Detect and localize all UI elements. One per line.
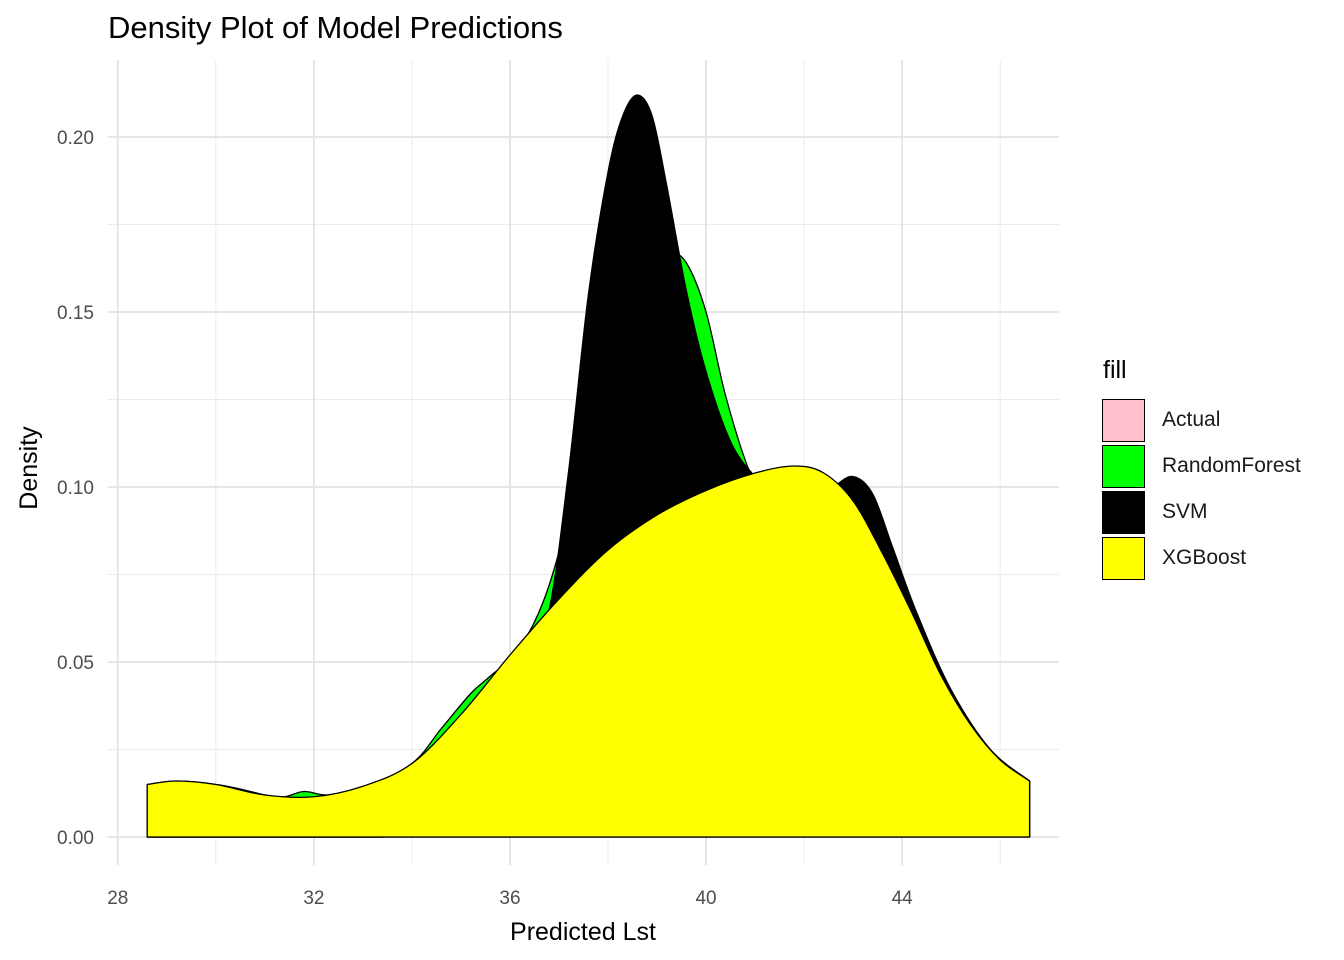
density-areas	[146, 94, 1031, 838]
x-axis-ticks: 28 32 36 40 44	[107, 888, 913, 909]
legend-items: Actual RandomForest SVM XGBoost	[1102, 397, 1301, 581]
legend-key-randomforest	[1102, 444, 1145, 488]
legend-key-svm	[1102, 490, 1145, 534]
y-tick-label: 0.00	[57, 828, 94, 849]
y-axis-label: Density	[15, 426, 43, 510]
legend-label: RandomForest	[1162, 454, 1301, 477]
x-tick-label: 32	[303, 888, 324, 909]
legend-item-actual: Actual	[1102, 397, 1301, 443]
legend-key-actual	[1102, 398, 1145, 442]
chart-title: Density Plot of Model Predictions	[108, 10, 563, 45]
legend-item-xgboost: XGBoost	[1102, 535, 1301, 581]
legend-title: fill	[1103, 356, 1127, 384]
x-tick-label: 44	[892, 888, 914, 909]
y-tick-label: 0.20	[57, 128, 94, 149]
legend-key-xgboost	[1102, 536, 1145, 580]
y-tick-label: 0.15	[57, 303, 94, 324]
legend: fill Actual RandomForest SVM XGBoost	[1102, 356, 1301, 581]
y-tick-label: 0.10	[57, 478, 94, 499]
x-tick-label: 28	[107, 888, 128, 909]
x-axis-label: Predicted Lst	[510, 918, 656, 946]
legend-item-svm: SVM	[1102, 489, 1301, 535]
legend-label: XGBoost	[1162, 546, 1247, 569]
legend-label: SVM	[1162, 500, 1208, 523]
x-tick-label: 36	[499, 888, 520, 909]
y-tick-label: 0.05	[57, 653, 94, 674]
density-area-xgboost	[146, 465, 1031, 838]
legend-label: Actual	[1162, 408, 1221, 431]
y-axis-ticks: 0.00 0.05 0.10 0.15 0.20	[57, 128, 94, 849]
x-tick-label: 40	[695, 888, 716, 909]
legend-item-randomforest: RandomForest	[1102, 443, 1301, 489]
